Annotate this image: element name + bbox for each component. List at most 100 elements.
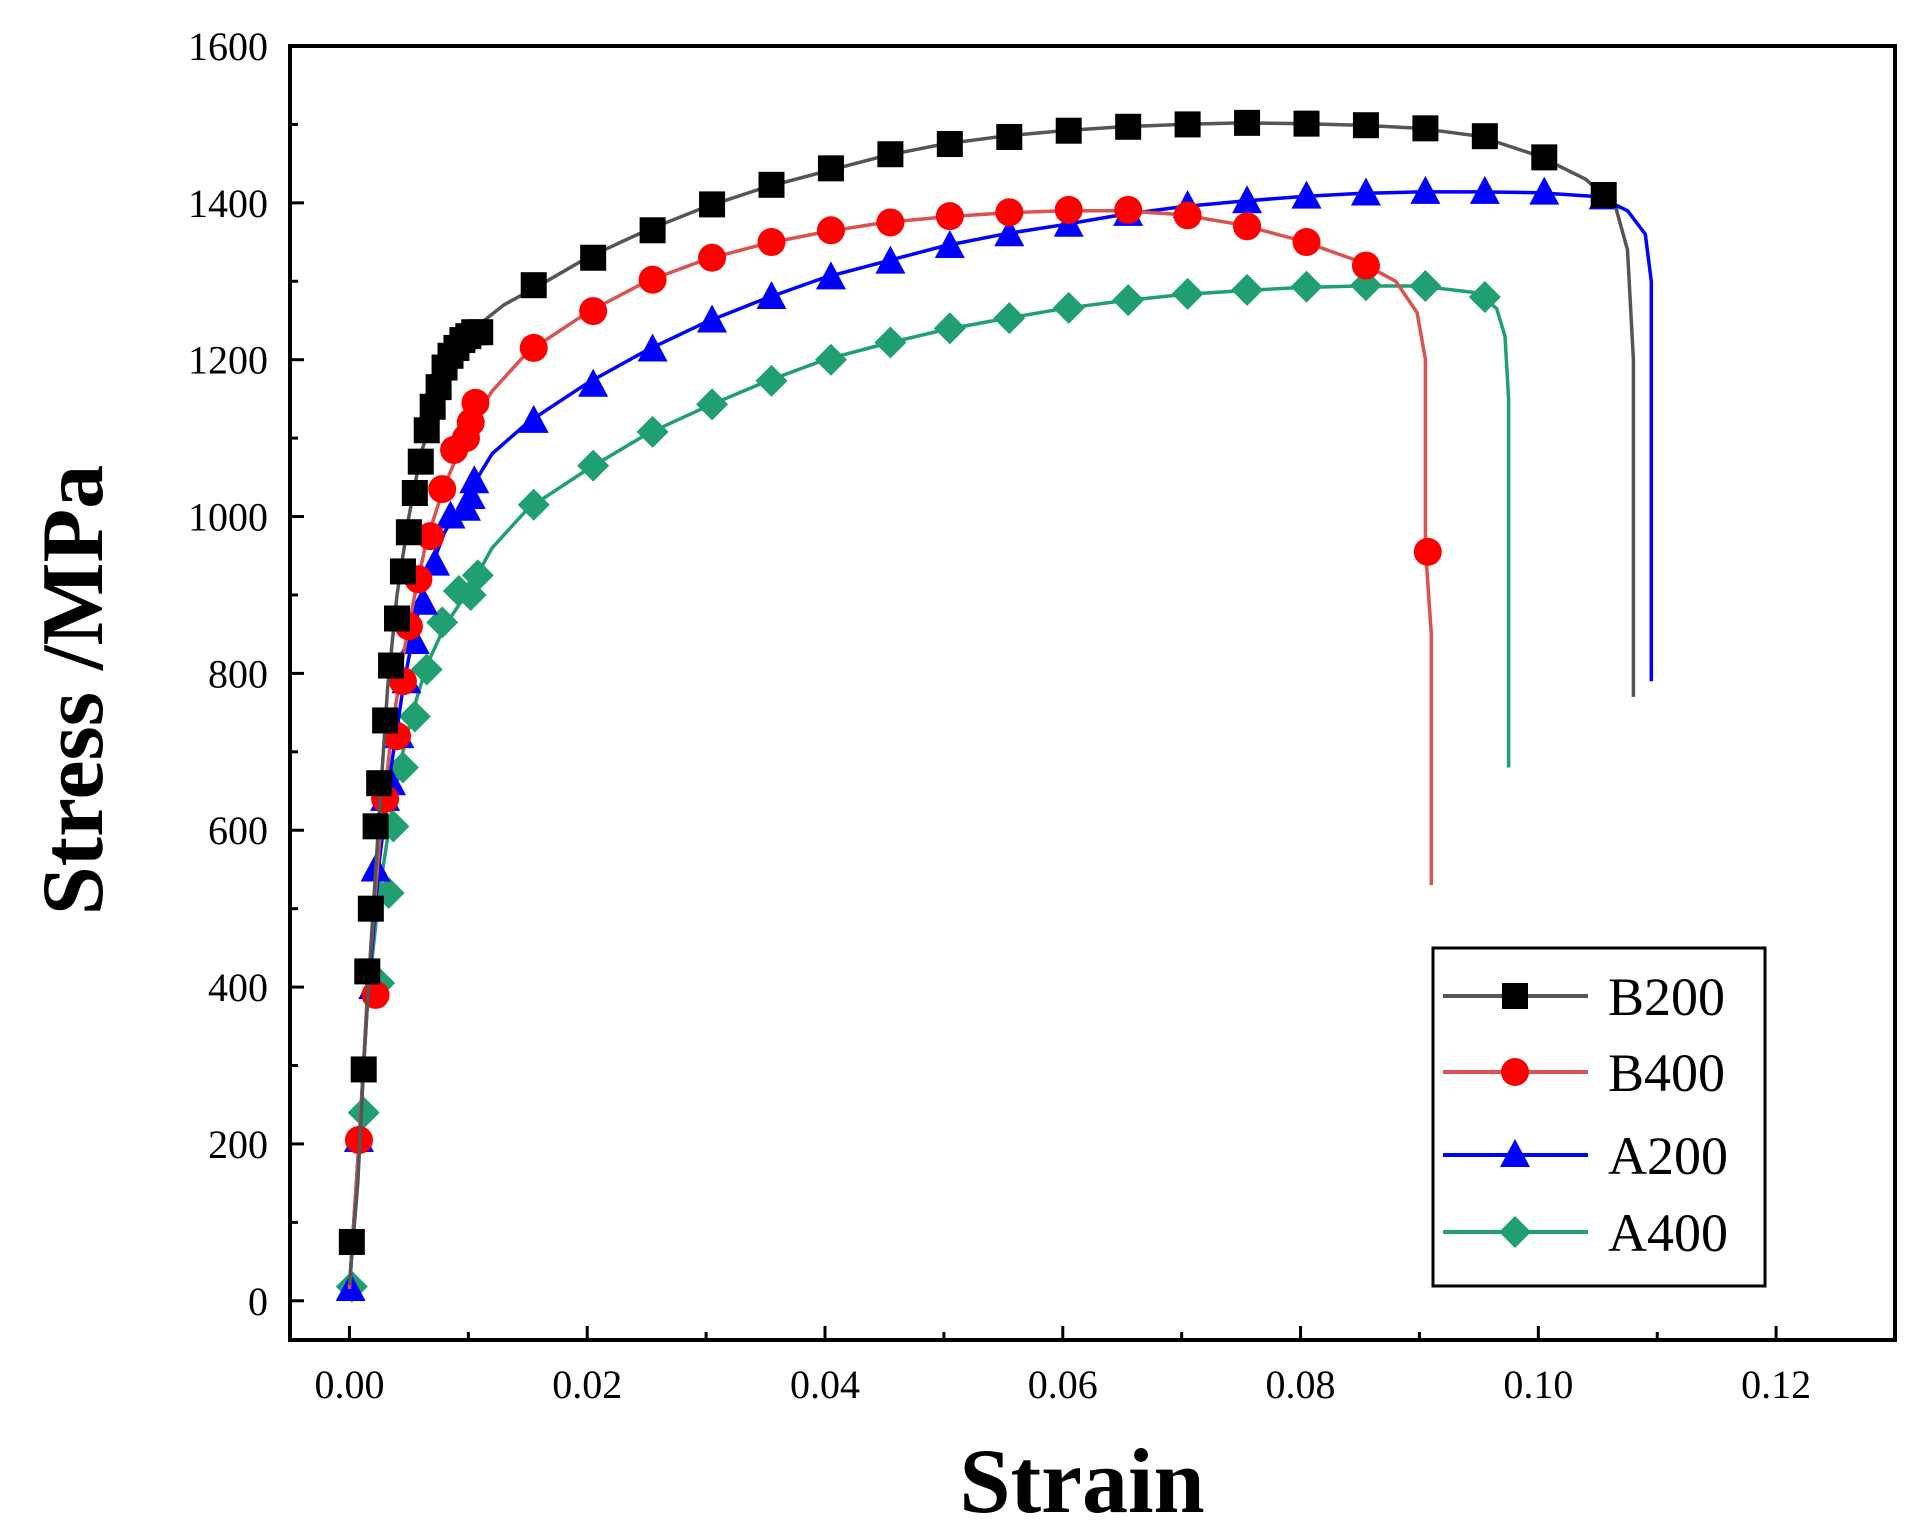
data-point-b400 <box>1292 228 1321 257</box>
legend-item-b400: B400 <box>1443 1043 1725 1103</box>
data-point-a400 <box>1290 270 1323 303</box>
series-b200 <box>338 109 1636 1286</box>
data-point-a400 <box>636 415 669 448</box>
data-point-a400 <box>517 488 550 521</box>
data-point-a200 <box>875 245 906 274</box>
legend-item-a400: A400 <box>1443 1203 1728 1263</box>
data-point-a200 <box>1529 176 1560 205</box>
x-axis-title: Strain <box>959 1430 1204 1531</box>
legend-label-b200: B200 <box>1608 967 1725 1027</box>
data-point-b200 <box>639 217 666 244</box>
data-point-b200 <box>1174 111 1201 138</box>
legend-label-a400: A400 <box>1608 1203 1728 1263</box>
x-tick-label: 0.04 <box>790 1362 860 1407</box>
data-point-a400 <box>410 653 443 686</box>
data-point-b200 <box>378 652 405 679</box>
data-point-a400 <box>933 312 966 345</box>
y-tick-label: 1400 <box>188 181 268 226</box>
data-point-b200 <box>877 141 904 168</box>
data-point-a200 <box>518 404 549 433</box>
plot-frame <box>288 44 1897 1342</box>
data-point-b200 <box>996 123 1023 150</box>
y-tick-label: 400 <box>208 965 268 1010</box>
data-point-b200 <box>1412 115 1439 142</box>
x-tick-label: 0.08 <box>1266 1362 1336 1407</box>
data-point-a200 <box>435 500 466 529</box>
data-point-b400 <box>1054 195 1083 224</box>
data-point-b400 <box>698 243 727 272</box>
data-point-a200 <box>578 368 609 397</box>
data-point-b200 <box>1234 109 1261 136</box>
data-point-b200 <box>389 558 416 585</box>
legend-marker-a400 <box>1499 1216 1531 1248</box>
data-point-b400 <box>1233 212 1262 241</box>
data-point-b400 <box>995 198 1024 227</box>
data-point-a400 <box>993 302 1026 335</box>
data-point-a200 <box>408 586 439 615</box>
data-point-b400 <box>1173 201 1202 230</box>
data-point-b400 <box>638 265 667 294</box>
data-point-a200 <box>756 280 787 309</box>
data-point-b200 <box>357 895 384 922</box>
x-tick-label: 0.06 <box>1028 1362 1098 1407</box>
data-point-b200 <box>1352 112 1379 139</box>
x-tick-label: 0.00 <box>314 1362 384 1407</box>
data-point-a400 <box>1231 273 1264 306</box>
data-point-a400 <box>398 700 431 733</box>
data-point-a200 <box>399 626 430 655</box>
data-point-b400 <box>1413 537 1442 566</box>
data-point-a400 <box>1112 284 1145 317</box>
data-point-b200 <box>372 707 399 734</box>
y-tick-label: 800 <box>208 651 268 696</box>
legend-item-b200: B200 <box>1443 967 1725 1027</box>
legend-item-a200: A200 <box>1443 1126 1728 1186</box>
y-axis-title: Stress /MPa <box>25 465 122 916</box>
legend-label-b400: B400 <box>1608 1043 1725 1103</box>
data-point-a200 <box>994 218 1025 247</box>
data-point-b200 <box>936 131 963 158</box>
series-line-a200 <box>347 190 1654 1290</box>
data-point-a400 <box>1468 280 1501 313</box>
data-point-a200 <box>1469 175 1500 204</box>
x-tick-label: 0.12 <box>1741 1362 1811 1407</box>
series-b400 <box>344 195 1442 1290</box>
data-point-a400 <box>577 449 610 482</box>
data-point-b200 <box>413 417 440 444</box>
data-point-b200 <box>758 171 785 198</box>
data-point-b400 <box>757 228 786 257</box>
data-point-b400 <box>519 333 548 362</box>
y-tick-label: 1600 <box>188 24 268 69</box>
data-point-b200 <box>338 1228 365 1255</box>
data-point-a400 <box>755 364 788 397</box>
data-point-b400 <box>461 388 490 417</box>
data-point-a200 <box>420 547 451 576</box>
legend-label-a200: A200 <box>1608 1126 1728 1186</box>
y-tick-label: 1200 <box>188 338 268 383</box>
axis-ticks: 0.00 0.02 0.04 0.06 0.08 0.10 0.12 0 200 400 600 80… <box>188 24 1811 1407</box>
data-point-a400 <box>696 388 729 421</box>
legend-marker-b200 <box>1502 983 1528 1009</box>
data-point-b200 <box>699 191 726 218</box>
data-point-b400 <box>1351 251 1380 280</box>
data-point-a400 <box>874 326 907 359</box>
data-point-b200 <box>354 958 381 985</box>
data-point-a200 <box>697 304 728 333</box>
data-point-b400 <box>1114 195 1143 224</box>
legend-box <box>1431 946 1767 1288</box>
data-point-a200 <box>455 480 486 509</box>
data-point-b400 <box>416 522 445 551</box>
data-point-b200 <box>580 244 607 271</box>
data-point-a400 <box>814 343 847 376</box>
data-point-b200 <box>401 480 428 507</box>
data-point-a400 <box>1052 291 1085 324</box>
y-tick-label: 600 <box>208 808 268 853</box>
legend-marker-a200 <box>1500 1139 1530 1167</box>
data-point-a200 <box>459 465 490 494</box>
y-tick-label: 200 <box>208 1122 268 1167</box>
data-point-b200 <box>407 448 434 475</box>
data-point-b200 <box>1531 144 1558 171</box>
data-point-a400 <box>1171 277 1204 310</box>
data-point-a200 <box>1410 175 1441 204</box>
data-point-a200 <box>934 229 965 258</box>
